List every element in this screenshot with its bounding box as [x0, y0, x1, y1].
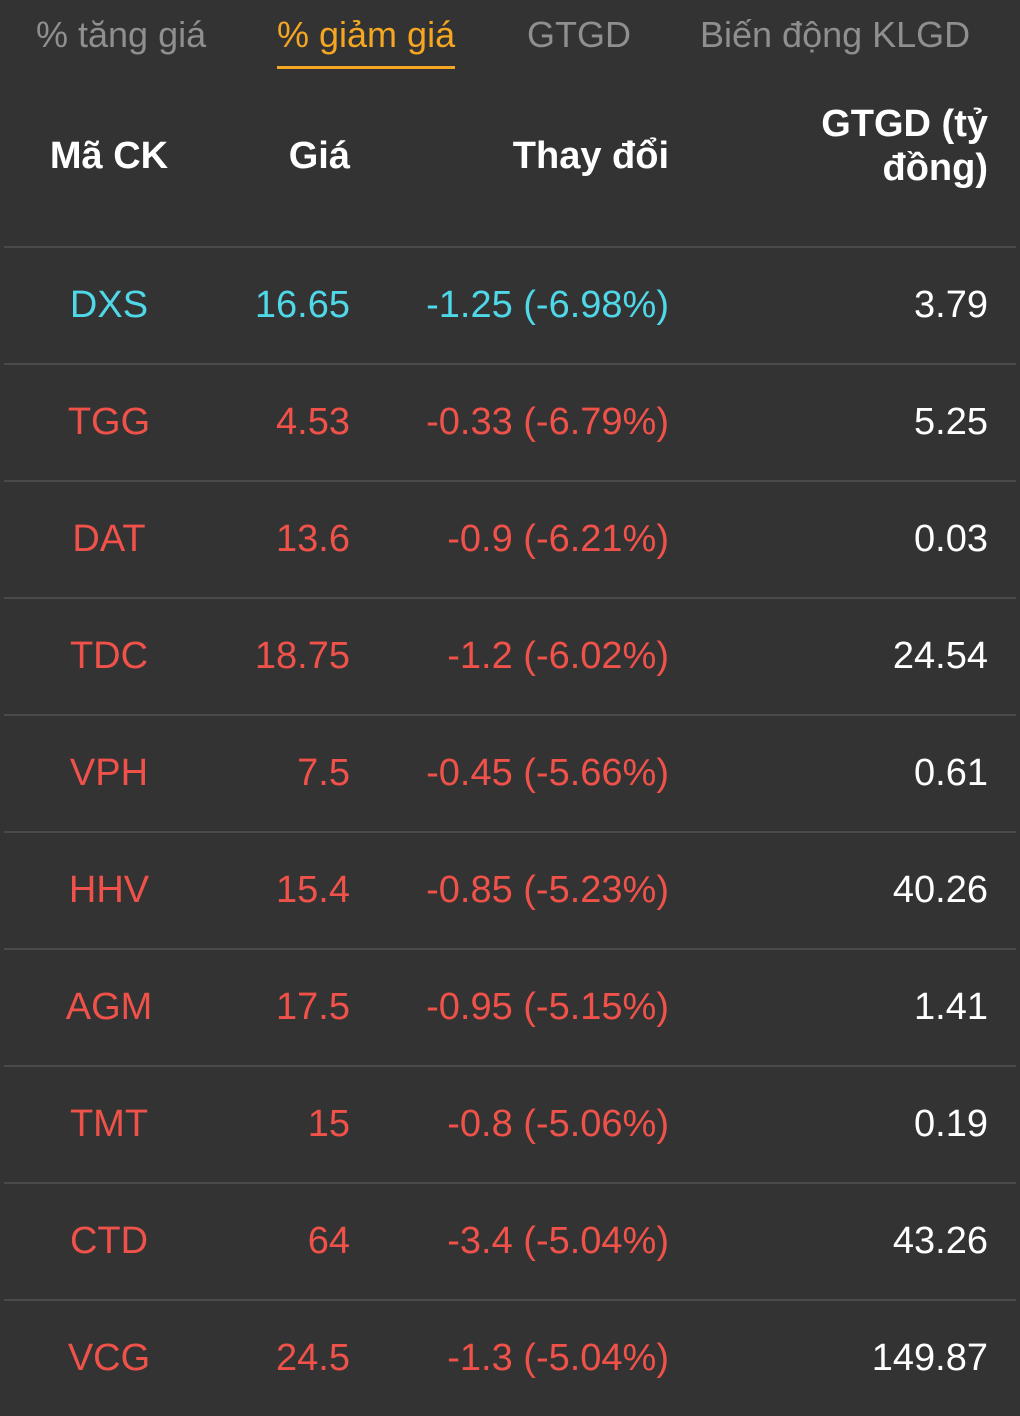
stock-code[interactable]: CTD — [69, 1220, 149, 1262]
table-row[interactable]: CTD 64 -3.4 (-5.04%) 43.26 — [4, 1184, 1016, 1301]
table-body: DXS 16.65 -1.25 (-6.98%) 3.79 TGG 4.53 -0.33 (… — [4, 248, 1016, 1416]
stock-price: 15.4 — [276, 869, 350, 911]
stock-code[interactable]: TDC — [69, 635, 149, 677]
stock-code[interactable]: TGG — [67, 401, 151, 443]
stock-change: -1.2 (-6.02%) — [447, 635, 669, 677]
tab-volume-change[interactable]: Biến động KLGD — [700, 14, 970, 56]
table-row[interactable]: DAT 13.6 -0.9 (-6.21%) 0.03 — [4, 482, 1016, 599]
header-price[interactable]: Giá — [288, 135, 350, 177]
table-row[interactable]: TGG 4.53 -0.33 (-6.79%) 5.25 — [4, 365, 1016, 482]
stock-code[interactable]: DAT — [72, 518, 146, 560]
stock-price: 4.53 — [276, 401, 350, 443]
stock-change: -1.3 (-5.04%) — [447, 1337, 669, 1379]
active-tab-indicator — [277, 66, 456, 69]
stock-code[interactable]: VPH — [69, 752, 149, 794]
table-row[interactable]: TDC 18.75 -1.2 (-6.02%) 24.54 — [4, 599, 1016, 716]
stock-price: 64 — [307, 1220, 350, 1262]
header-change[interactable]: Thay đổi — [512, 135, 669, 177]
table-row[interactable]: HHV 15.4 -0.85 (-5.23%) 40.26 — [4, 833, 1016, 950]
table-row[interactable]: DXS 16.65 -1.25 (-6.98%) 3.79 — [4, 248, 1016, 365]
stock-table: Mã CK Giá Thay đổi GTGD (tỷ đồng) DXS 16.… — [4, 88, 1016, 1416]
stock-change: -0.9 (-6.21%) — [447, 518, 669, 560]
stock-code[interactable]: VCG — [67, 1337, 151, 1379]
tab-top-gainers[interactable]: % tăng giá — [36, 14, 206, 56]
table-row[interactable]: TMT 15 -0.8 (-5.06%) 0.19 — [4, 1067, 1016, 1184]
stock-trading-value: 149.87 — [871, 1337, 988, 1379]
header-trading-value[interactable]: GTGD (tỷ đồng) — [784, 102, 988, 190]
tab-top-losers[interactable]: % giảm giá — [277, 14, 456, 69]
stock-trading-value: 1.41 — [914, 986, 988, 1028]
stock-trading-value: 0.61 — [914, 752, 988, 794]
header-code[interactable]: Mã CK — [49, 135, 169, 177]
stock-price: 16.65 — [254, 284, 350, 326]
stock-change: -1.25 (-6.98%) — [426, 284, 669, 326]
stock-price: 24.5 — [276, 1337, 350, 1379]
header-trading-value-line2: đồng) — [882, 147, 988, 189]
table-row[interactable]: VPH 7.5 -0.45 (-5.66%) 0.61 — [4, 716, 1016, 833]
stock-code[interactable]: AGM — [65, 986, 153, 1028]
tab-trading-value[interactable]: GTGD — [527, 14, 631, 56]
header-trading-value-line1: GTGD (tỷ — [821, 103, 988, 145]
stock-trading-value: 40.26 — [892, 869, 988, 911]
tab-bar: % tăng giá % giảm giá GTGD Biến động KLG… — [0, 0, 1020, 80]
tab-label: % tăng giá — [36, 14, 207, 55]
stock-change: -3.4 (-5.04%) — [447, 1220, 669, 1262]
stock-trading-value: 0.03 — [914, 518, 988, 560]
table-row[interactable]: VCG 24.5 -1.3 (-5.04%) 149.87 — [4, 1301, 1016, 1416]
stock-change: -0.8 (-5.06%) — [447, 1103, 669, 1145]
stock-trading-value: 0.19 — [914, 1103, 988, 1145]
tab-label: GTGD — [527, 14, 631, 55]
stock-trading-value: 5.25 — [914, 401, 988, 443]
stock-change: -0.85 (-5.23%) — [426, 869, 669, 911]
tab-label: % giảm giá — [277, 14, 456, 55]
stock-change: -0.33 (-6.79%) — [426, 401, 669, 443]
stock-change: -0.95 (-5.15%) — [426, 986, 669, 1028]
stock-trading-value: 43.26 — [892, 1220, 988, 1262]
stock-code[interactable]: DXS — [69, 284, 149, 326]
stock-price: 15 — [307, 1103, 350, 1145]
table-row[interactable]: AGM 17.5 -0.95 (-5.15%) 1.41 — [4, 950, 1016, 1067]
stock-trading-value: 24.54 — [892, 635, 988, 677]
stock-price: 17.5 — [276, 986, 350, 1028]
stock-trading-value: 3.79 — [914, 284, 988, 326]
stock-change: -0.45 (-5.66%) — [426, 752, 669, 794]
stock-code[interactable]: HHV — [68, 869, 150, 911]
stock-price: 18.75 — [254, 635, 350, 677]
tab-label: Biến động KLGD — [700, 14, 971, 55]
stock-price: 7.5 — [297, 752, 350, 794]
stock-price: 13.6 — [276, 518, 350, 560]
stock-code[interactable]: TMT — [69, 1103, 149, 1145]
table-header: Mã CK Giá Thay đổi GTGD (tỷ đồng) — [4, 88, 1016, 248]
